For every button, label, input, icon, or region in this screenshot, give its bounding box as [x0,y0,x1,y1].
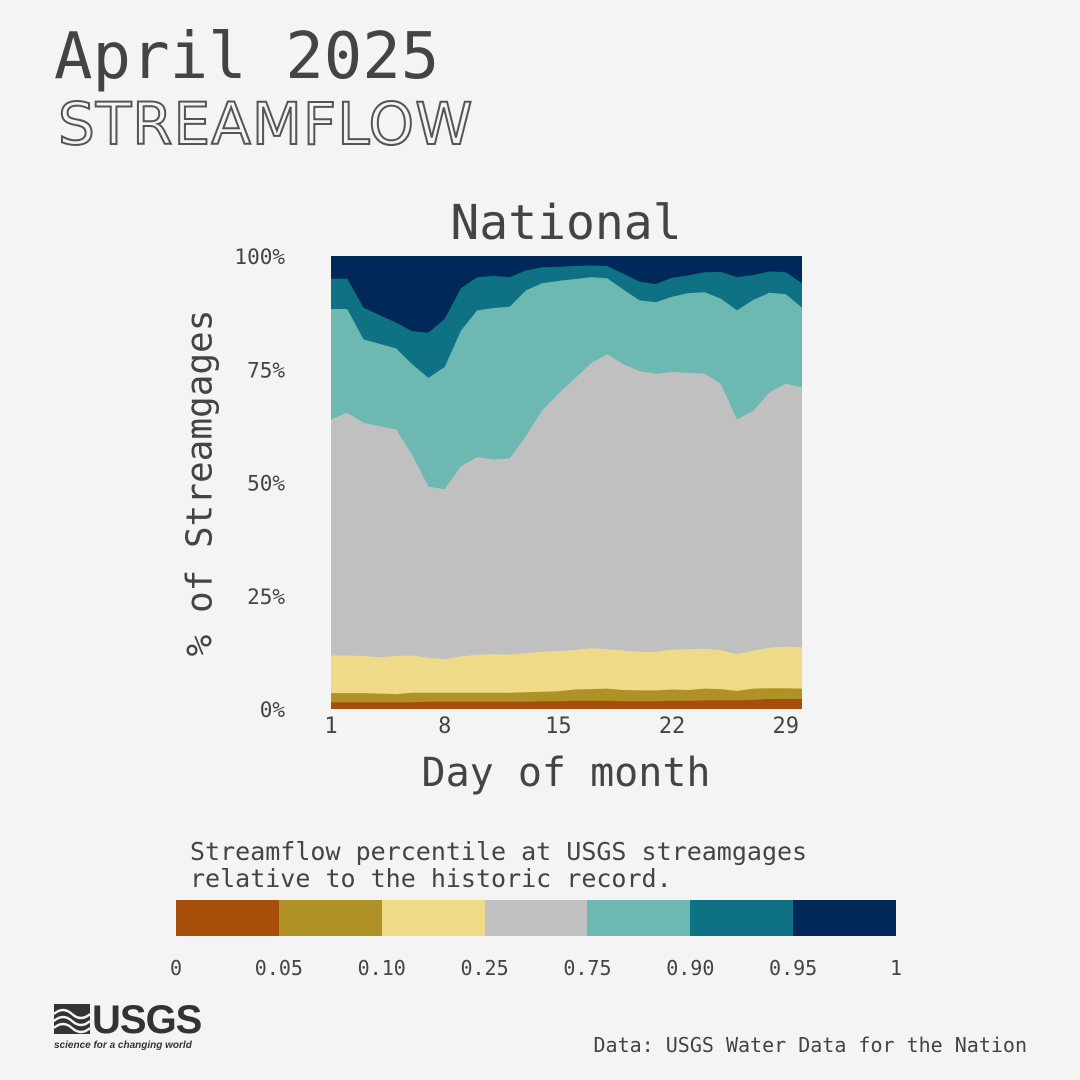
usgs-logo: USGS science for a changing world [53,998,202,1054]
x-axis-title: Day of month [421,750,711,796]
legend-tick-label: 0.25 [460,956,509,980]
legend-swatch-5 [587,900,691,936]
legend-tick-label: 0.75 [563,956,612,980]
area-series-1 [331,699,802,709]
x-tick-label: 22 [659,714,686,739]
usgs-wave-icon [53,1004,91,1034]
legend-swatch-1 [176,900,279,936]
legend-swatch-2 [278,900,382,936]
area-series-4 [331,354,802,709]
usgs-tagline: science for a changing world [54,1040,192,1051]
legend-caption-line1: Streamflow percentile at USGS streamgage… [190,837,808,866]
y-tick-label: 100% [234,245,285,269]
legend-caption-line2: relative to the historic record. [190,864,672,893]
legend-swatch-7 [793,900,897,936]
legend-swatch-4 [484,900,588,936]
y-tick-label: 0% [260,698,286,722]
y-axis-title-text: % of Streamgages [179,309,221,657]
legend-tick-label: 0.95 [769,956,818,980]
legend-tick-label: 0 [169,956,183,980]
page-subtitle: STREAMFLOW [57,90,474,158]
legend-tick-label: 0.90 [666,956,715,980]
legend-swatch-3 [381,900,485,936]
x-tick-label: 8 [438,714,451,739]
page-title: April 2025 [54,20,440,94]
x-tick-label: 29 [773,714,800,739]
y-tick-label: 25% [247,585,285,609]
legend-tick-label: 1 [889,956,903,980]
legend-caption: Streamflow percentile at USGS streamgage… [190,838,870,892]
usgs-wordmark: USGS [92,998,202,1042]
legend-swatch-6 [690,900,794,936]
data-source: Data: USGS Water Data for the Nation [593,1033,1027,1057]
legend-tick-labels: 0 0.05 0.10 0.25 0.75 0.90 0.95 1 [0,956,1080,986]
legend-color-bar [176,900,897,936]
legend-tick-label: 0.10 [357,956,406,980]
y-tick-label: 50% [247,472,285,496]
legend-tick-label: 0.05 [254,956,303,980]
x-tick-label: 15 [545,714,572,739]
x-tick-label: 1 [324,714,337,739]
chart-title: National [450,195,682,251]
y-tick-label: 75% [247,358,285,382]
